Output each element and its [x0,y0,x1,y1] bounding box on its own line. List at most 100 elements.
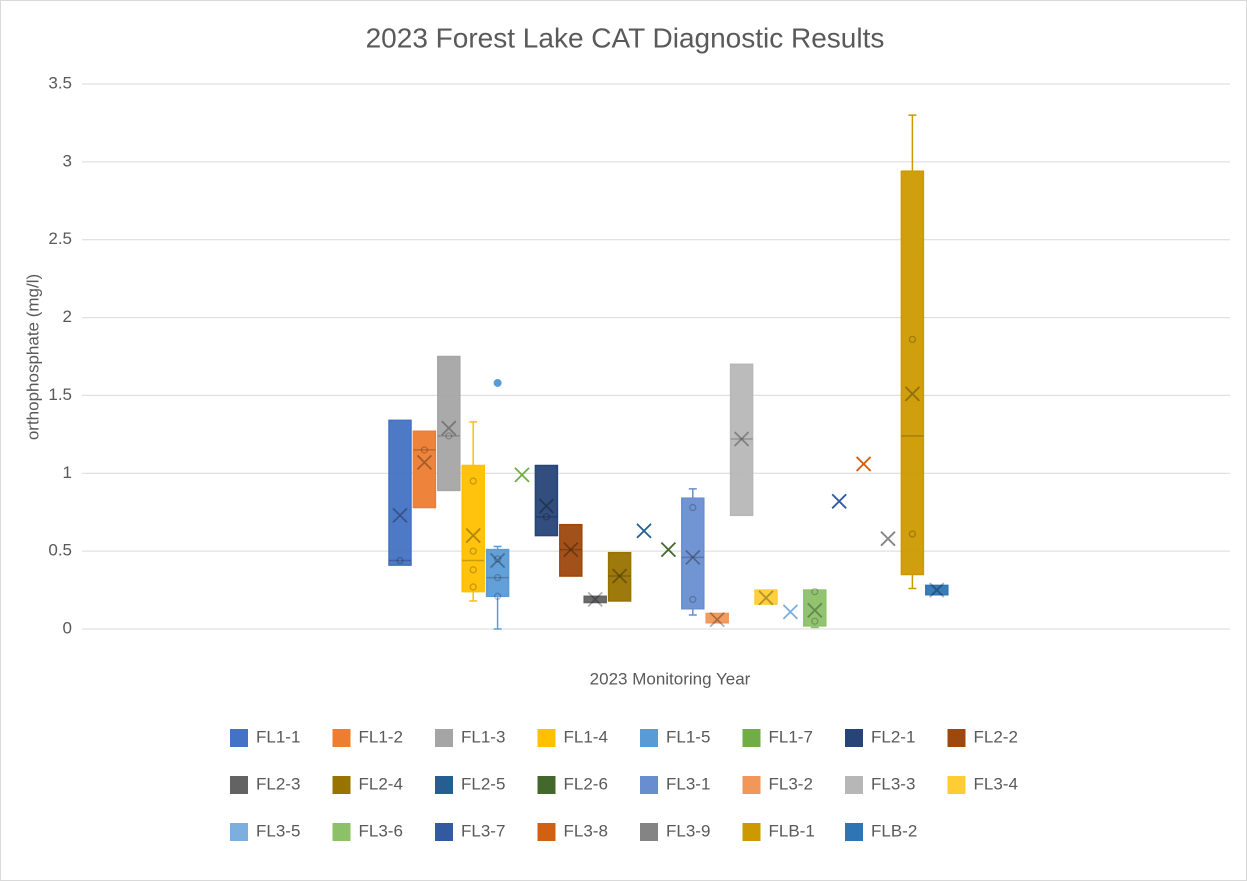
point [396,556,404,565]
point [469,477,477,485]
mean-marker [904,386,921,402]
mean-marker [807,602,823,618]
legend-label: FL2-6 [564,774,608,793]
legend-swatch [435,776,453,794]
legend-label: FL2-1 [871,727,915,746]
mean-marker [782,604,799,620]
y-tick-label: 2.5 [48,229,72,248]
legend-swatch [845,729,863,747]
y-tick-label: 3 [63,151,72,170]
legend-swatch [230,729,248,747]
point [493,592,502,600]
box [681,497,705,610]
mean-marker [660,541,677,558]
legend-label: FL3-1 [666,774,710,793]
legend-swatch [640,823,658,841]
legend-swatch [537,729,556,747]
legend-label: FL2-4 [359,774,403,793]
legend-swatch [947,729,966,747]
legend-swatch [230,823,248,841]
box [534,464,559,537]
legend-label: FL1-5 [666,727,710,746]
legend-label: FL3-8 [564,821,608,840]
point [908,335,917,344]
point [811,587,819,596]
mean-marker [538,498,555,514]
legend-swatch [332,729,351,747]
box [583,595,607,604]
point [469,566,477,574]
point [908,530,917,538]
legend-label: FL3-9 [666,821,710,840]
legend-swatch [230,776,248,794]
mean-marker [880,531,896,547]
mean-marker [831,493,847,509]
box [607,551,632,602]
point [469,547,477,555]
legend-label: FL2-3 [256,774,300,793]
legend-swatch [435,823,453,841]
legend-swatch [332,823,351,841]
box [925,584,949,596]
mean-marker [587,591,603,608]
legend-swatch [537,776,556,794]
point [542,513,551,521]
mean-marker [855,456,872,472]
y-tick-label: 1.5 [48,385,72,404]
legend-label: FL3-5 [256,821,300,840]
box [412,430,437,509]
legend-label: FL1-2 [359,727,403,746]
box [705,612,729,624]
legend-swatch [845,823,863,841]
x-axis-label: 2023 Monitoring Year [590,669,751,688]
box [388,419,412,566]
legend-swatch [640,729,658,747]
y-tick-label: 2 [63,307,72,326]
legend-label: FL3-3 [871,774,915,793]
legend-label: FL1-7 [769,727,813,746]
mean-marker [392,507,408,523]
legend-label: FL1-4 [564,727,608,746]
mean-marker [733,431,750,447]
point [445,432,453,440]
mean-marker [489,552,506,569]
legend-swatch [845,776,863,794]
legend-label: FL3-7 [461,821,505,840]
point [493,573,502,582]
legend-label: FLB-2 [871,821,917,840]
box [485,548,510,598]
legend-label: FL1-1 [256,727,300,746]
y-tick-label: 0.5 [48,541,72,560]
mean-marker [929,582,945,598]
y-tick-label: 0 [63,618,72,637]
y-axis-label: orthophosphate (mg/l) [23,274,42,440]
mean-marker [563,541,579,558]
mean-marker [441,420,457,436]
chart-title: 2023 Forest Lake CAT Diagnostic Results [366,22,885,53]
legend-label: FL3-2 [769,774,813,793]
mean-marker [611,568,628,584]
box [729,363,754,517]
legend-label: FL2-2 [974,727,1018,746]
legend-label: FLB-1 [769,821,815,840]
box [754,589,778,605]
legend-swatch [742,823,761,841]
box [437,355,461,492]
legend-swatch [435,729,453,747]
legend-swatch [742,729,761,747]
point [469,583,477,591]
legend-swatch [947,776,966,794]
box [900,170,925,576]
legend-swatch [742,776,761,794]
box [559,523,583,577]
mean-marker [636,523,652,539]
mean-marker [685,549,701,566]
mean-marker [758,590,774,606]
legend-label: FL1-3 [461,727,505,746]
box [461,464,485,593]
point [689,595,697,604]
outlier [493,378,502,387]
mean-marker [416,454,433,471]
mean-marker [709,612,725,628]
